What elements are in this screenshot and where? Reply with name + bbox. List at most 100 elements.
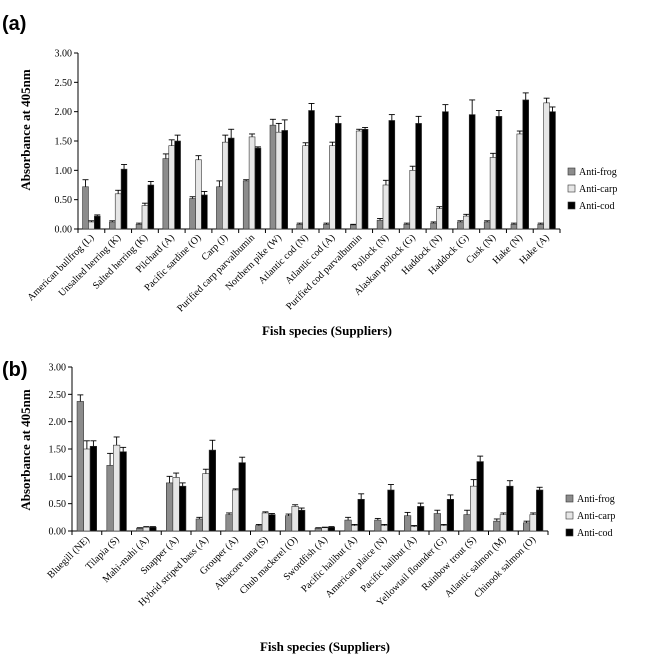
- panel-b-bar-anti-carp: [142, 526, 150, 532]
- panel-b-bar-anti-frog: [344, 519, 352, 532]
- panel-a-bar-anti-cod: [254, 147, 262, 230]
- panel-a-bar-anti-carp: [382, 184, 390, 230]
- panel-a-legend-swatch-anti-frog: [567, 167, 576, 176]
- panel-b-bar-anti-carp: [499, 514, 507, 532]
- panel-b-legend-label-anti-cod: Anti-cod: [577, 528, 613, 539]
- panel-b-bar-anti-carp: [351, 525, 359, 532]
- panel-a-bar-anti-carp: [141, 205, 149, 230]
- panel-a-bar-anti-frog: [510, 224, 518, 230]
- panel-a-bar-anti-frog: [109, 221, 116, 230]
- panel-b-bar-anti-frog: [523, 522, 531, 532]
- panel-a-bar-anti-carp: [248, 136, 256, 230]
- panel-b-bar-anti-carp: [113, 444, 121, 532]
- panel-a-bar-anti-carp: [222, 141, 229, 230]
- panel-a-legend-swatch-anti-carp: [567, 184, 576, 193]
- panel-a-bar-anti-frog: [350, 224, 357, 230]
- panel-b-category-label: Albacore tuna (S): [212, 534, 270, 592]
- panel-a-bar-anti-cod: [147, 184, 155, 230]
- panel-a-bar-anti-frog: [323, 224, 330, 230]
- panel-b-bar-anti-carp: [232, 489, 240, 532]
- panel-a-bar-anti-frog: [269, 124, 277, 230]
- panel-a-bar-anti-frog: [376, 219, 384, 230]
- panel-a-y-tick-label: 2.50: [55, 78, 73, 89]
- panel-a-y-tick-label: 2.00: [55, 107, 73, 118]
- panel-b-bar-anti-cod: [208, 449, 216, 532]
- panel-a-label: (a): [2, 13, 26, 35]
- panel-a-bar-anti-frog: [135, 224, 143, 230]
- panel-a-y-tick-label: 1.00: [55, 166, 73, 177]
- panel-b-category-label: Bluegill (NE): [46, 534, 92, 580]
- panel-b-bar-anti-carp: [202, 473, 210, 532]
- panel-b-bar-anti-frog: [404, 515, 412, 532]
- panel-b-bar-anti-cod: [357, 498, 365, 532]
- panel-b-legend-swatch-anti-cod: [565, 528, 574, 537]
- panel-b-y-tick-label: 2.50: [49, 390, 67, 401]
- panel-a-bar-anti-cod: [361, 128, 369, 230]
- panel-a-bar-anti-cod: [335, 123, 342, 230]
- panel-b-bar-anti-carp: [172, 477, 180, 532]
- panel-b-bar-anti-carp: [440, 525, 448, 532]
- panel-b-bar-anti-cod: [268, 514, 276, 532]
- panel-b-bar-anti-frog: [225, 514, 233, 532]
- panel-b-y-tick-label: 0.50: [49, 499, 67, 510]
- panel-a-bar-anti-cod: [442, 111, 449, 230]
- panel-b-bar-anti-frog: [285, 515, 293, 532]
- panel-a-bar-anti-cod: [549, 111, 556, 230]
- panel-b: (b) Absorbance at 405nm Fish species (Su…: [2, 359, 615, 654]
- panel-b-bar-anti-cod: [119, 451, 127, 532]
- panel-a-bar-anti-carp: [88, 221, 95, 230]
- panel-a-bar-anti-cod: [94, 215, 101, 230]
- panel-b-y-tick-label: 1.50: [49, 445, 67, 456]
- panel-a-bar-anti-cod: [522, 99, 529, 230]
- panel-b-bar-anti-frog: [493, 520, 501, 532]
- panel-b-legend: Anti-frog Anti-carp Anti-cod: [565, 494, 615, 539]
- panel-b-bar-anti-cod: [298, 509, 306, 532]
- panel-a-bar-anti-frog: [82, 186, 89, 230]
- panel-b-bar-anti-frog: [76, 401, 84, 532]
- panel-b-plot: 0.00 0.50 1.00 1.50 2.00 2.50 3.00 Bluegill (NE…: [46, 363, 549, 609]
- panel-b-bar-anti-cod: [476, 461, 484, 532]
- panel-a-legend: Anti-frog Anti-carp Anti-cod: [567, 167, 617, 212]
- panel-a-bar-anti-frog: [162, 158, 170, 230]
- panel-b-bar-anti-frog: [255, 525, 263, 532]
- panel-b-bar-anti-cod: [387, 489, 395, 532]
- panel-a-bar-anti-cod: [415, 123, 422, 230]
- panel-b-y-axis-title: Absorbance at 405nm: [18, 389, 33, 511]
- panel-a-bar-anti-cod: [120, 168, 128, 230]
- panel-b-bar-anti-frog: [195, 518, 203, 532]
- panel-b-y-tick-label: 2.00: [49, 417, 67, 428]
- panel-a-legend-label-anti-cod: Anti-cod: [579, 201, 615, 212]
- panel-b-bar-anti-cod: [149, 526, 157, 532]
- panel-b-bar-anti-carp: [529, 514, 537, 532]
- panel-b-bar-anti-cod: [506, 485, 514, 532]
- panel-a-bar-anti-cod: [227, 137, 235, 230]
- panel-b-bar-anti-frog: [166, 482, 174, 532]
- panel-a-bar-anti-carp: [195, 159, 202, 230]
- panel-b-bar-anti-carp: [261, 512, 269, 532]
- panel-b-bar-anti-frog: [463, 514, 471, 532]
- panel-a-category-label: Hake (A): [517, 232, 551, 266]
- panel-a-bar-anti-carp: [355, 130, 363, 230]
- panel-a-y-axis-title: Absorbance at 405nm: [18, 69, 33, 191]
- panel-a-y-tick-label: 0.50: [55, 195, 73, 206]
- panel-a-bar-anti-carp: [329, 145, 336, 230]
- panel-b-legend-swatch-anti-frog: [565, 494, 574, 503]
- panel-b-legend-swatch-anti-carp: [565, 511, 574, 520]
- panel-b-bar-anti-cod: [89, 445, 97, 532]
- panel-a: (a) Absorbance at 405nm Fish species (Su…: [2, 13, 617, 338]
- panel-a-bar-anti-carp: [516, 133, 524, 230]
- panel-a-bar-anti-cod: [201, 194, 208, 230]
- panel-b-bar-anti-cod: [179, 485, 187, 532]
- panel-a-bar-anti-cod: [495, 116, 503, 230]
- panel-a-bar-anti-carp: [436, 208, 443, 230]
- panel-a-bar-anti-frog: [189, 198, 196, 230]
- panel-a-bar-anti-cod: [308, 110, 315, 230]
- panel-a-bar-anti-carp: [543, 102, 550, 230]
- panel-a-bar-anti-frog: [537, 224, 544, 230]
- panel-b-bar-anti-cod: [327, 526, 335, 532]
- panel-a-legend-swatch-anti-cod: [567, 201, 576, 210]
- panel-a-bar-anti-cod: [174, 140, 181, 230]
- panel-b-bar-anti-cod: [446, 498, 454, 532]
